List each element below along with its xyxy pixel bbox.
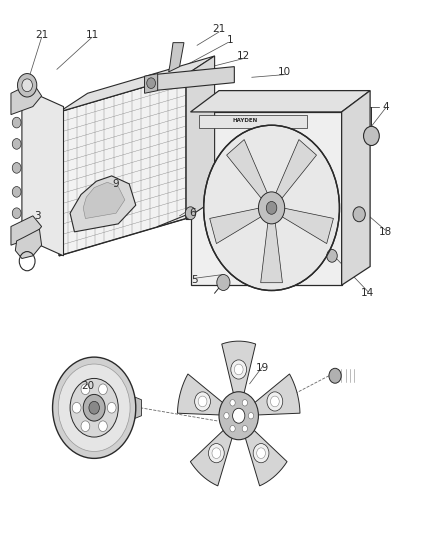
- Polygon shape: [243, 425, 287, 486]
- Polygon shape: [15, 229, 42, 259]
- Circle shape: [58, 364, 130, 451]
- Polygon shape: [199, 115, 307, 128]
- Circle shape: [230, 425, 235, 432]
- Polygon shape: [11, 83, 42, 115]
- Polygon shape: [250, 374, 300, 415]
- Circle shape: [81, 421, 90, 432]
- Text: 18: 18: [379, 227, 392, 237]
- Circle shape: [107, 402, 116, 413]
- Circle shape: [22, 79, 32, 92]
- Polygon shape: [191, 91, 370, 112]
- Circle shape: [224, 413, 229, 419]
- Text: 20: 20: [81, 382, 94, 391]
- Polygon shape: [222, 341, 256, 400]
- Circle shape: [231, 360, 247, 379]
- Circle shape: [258, 192, 285, 224]
- Text: 14: 14: [361, 288, 374, 298]
- Circle shape: [12, 139, 21, 149]
- Circle shape: [89, 401, 99, 414]
- Text: 10: 10: [278, 67, 291, 77]
- Polygon shape: [59, 56, 215, 112]
- Circle shape: [353, 207, 365, 222]
- Circle shape: [198, 396, 207, 407]
- Circle shape: [242, 400, 247, 406]
- Circle shape: [230, 400, 235, 406]
- Circle shape: [271, 396, 279, 407]
- Circle shape: [248, 413, 254, 419]
- Polygon shape: [276, 140, 317, 199]
- Circle shape: [12, 117, 21, 128]
- Circle shape: [194, 392, 210, 411]
- Circle shape: [364, 126, 379, 146]
- Circle shape: [257, 448, 265, 458]
- Polygon shape: [169, 43, 184, 72]
- Text: 6: 6: [189, 208, 196, 218]
- Polygon shape: [22, 88, 64, 256]
- Text: 5: 5: [191, 275, 198, 285]
- Text: 21: 21: [35, 30, 48, 39]
- Circle shape: [234, 364, 243, 375]
- Text: 21: 21: [212, 25, 226, 34]
- Circle shape: [242, 425, 247, 432]
- Circle shape: [327, 249, 337, 262]
- Text: 4: 4: [382, 102, 389, 111]
- Polygon shape: [177, 374, 228, 415]
- Text: 12: 12: [237, 51, 250, 61]
- Polygon shape: [191, 425, 234, 486]
- Polygon shape: [226, 140, 268, 199]
- Polygon shape: [59, 75, 186, 256]
- Circle shape: [81, 384, 90, 394]
- Polygon shape: [11, 216, 42, 245]
- Circle shape: [329, 368, 341, 383]
- Text: HAYDEN: HAYDEN: [233, 118, 258, 124]
- Circle shape: [99, 421, 107, 432]
- Circle shape: [233, 408, 245, 423]
- Polygon shape: [70, 176, 136, 232]
- Circle shape: [83, 394, 105, 421]
- Polygon shape: [342, 91, 370, 285]
- Polygon shape: [83, 182, 125, 219]
- Circle shape: [266, 201, 277, 214]
- Circle shape: [185, 207, 196, 220]
- Circle shape: [12, 187, 21, 197]
- Circle shape: [99, 384, 107, 394]
- Circle shape: [217, 274, 230, 290]
- Circle shape: [12, 208, 21, 219]
- Circle shape: [147, 78, 155, 88]
- Text: 11: 11: [85, 30, 99, 39]
- Text: 9: 9: [113, 179, 120, 189]
- Polygon shape: [186, 56, 215, 219]
- Circle shape: [208, 443, 224, 463]
- Text: 19: 19: [256, 363, 269, 373]
- Circle shape: [18, 74, 37, 97]
- Polygon shape: [153, 67, 234, 91]
- Text: 1: 1: [226, 35, 233, 45]
- Polygon shape: [261, 222, 283, 282]
- Polygon shape: [282, 208, 333, 244]
- Circle shape: [12, 163, 21, 173]
- Polygon shape: [191, 112, 342, 285]
- Circle shape: [70, 378, 118, 437]
- Circle shape: [212, 448, 221, 458]
- Text: 3: 3: [34, 211, 41, 221]
- Polygon shape: [135, 397, 141, 418]
- Polygon shape: [210, 208, 261, 244]
- Circle shape: [72, 402, 81, 413]
- Polygon shape: [145, 74, 158, 93]
- Circle shape: [204, 125, 339, 290]
- Circle shape: [267, 392, 283, 411]
- Circle shape: [53, 357, 136, 458]
- Circle shape: [253, 443, 269, 463]
- Circle shape: [219, 392, 258, 440]
